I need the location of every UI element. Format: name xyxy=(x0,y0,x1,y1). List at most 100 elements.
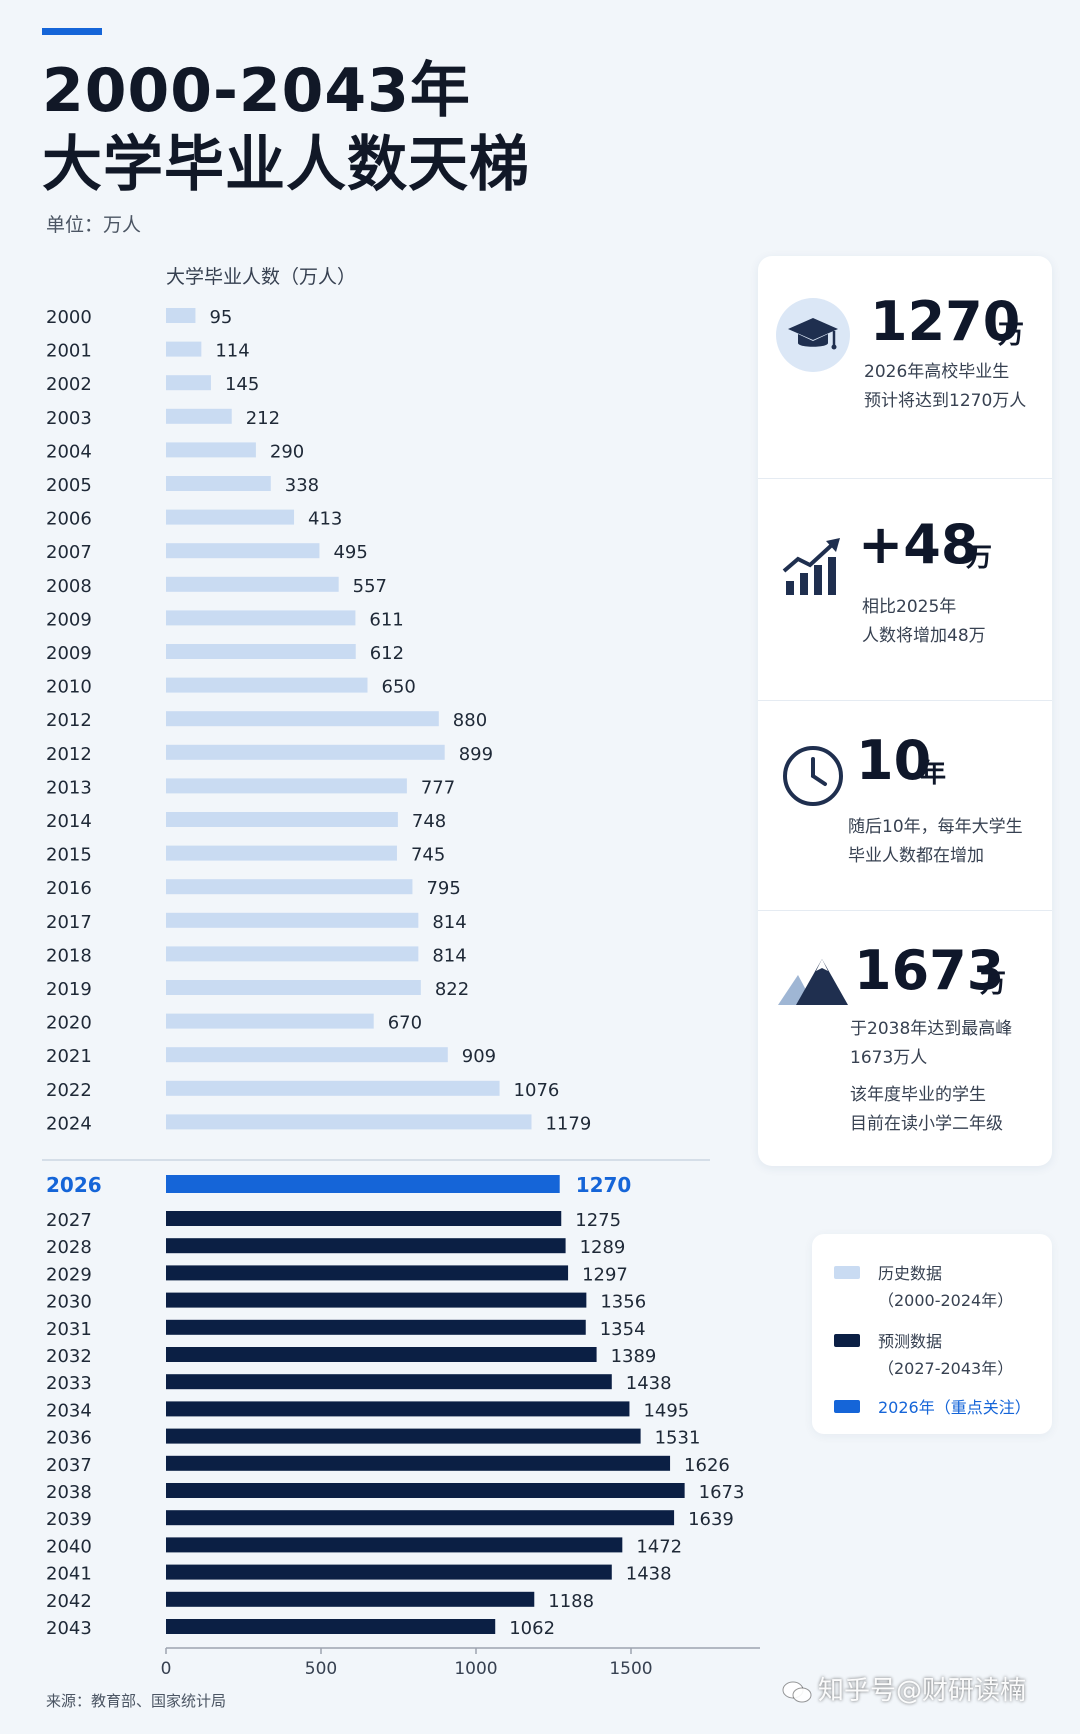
bar-value-label: 909 xyxy=(462,1046,496,1067)
bar-history xyxy=(166,476,271,491)
source-note: 来源：教育部、国家统计局 xyxy=(46,1692,227,1710)
legend-label-line: （2000-2024年） xyxy=(878,1291,1014,1310)
bar-value-label: 899 xyxy=(459,744,493,765)
category-label: 2040 xyxy=(46,1536,92,1557)
bar-value-label: 1062 xyxy=(509,1618,555,1639)
bar-value-label: 95 xyxy=(209,307,232,328)
bar-forecast xyxy=(166,1591,535,1607)
bar-value-label: 795 xyxy=(426,878,460,899)
bar-value-label: 1438 xyxy=(626,1373,672,1394)
category-label: 2030 xyxy=(46,1292,92,1313)
watermark: 知乎号@财研读楠 xyxy=(782,1670,1026,1707)
category-label: 2005 xyxy=(46,475,92,496)
category-label: 2004 xyxy=(46,441,92,462)
stat-line: 人数将增加48万 xyxy=(862,626,986,646)
stat-unit: 万 xyxy=(998,320,1025,350)
x-tick-label: 1500 xyxy=(609,1659,652,1679)
category-label: 2008 xyxy=(46,576,92,597)
bar-value-label: 670 xyxy=(388,1013,422,1034)
bar-value-label: 1188 xyxy=(548,1591,594,1612)
bar-history xyxy=(166,1047,448,1063)
stat-line: 目前在读小学二年级 xyxy=(850,1114,1003,1134)
bar-value-label: 1495 xyxy=(643,1400,689,1421)
stat-unit: 万 xyxy=(980,969,1007,999)
bar-history xyxy=(166,1080,500,1096)
category-label: 2022 xyxy=(46,1080,92,1101)
stat-line: 随后10年，每年大学生 xyxy=(848,817,1023,837)
bar-value-label: 1531 xyxy=(655,1428,701,1449)
bar-forecast xyxy=(166,1428,641,1444)
stat-value: +48 xyxy=(858,513,979,576)
category-label: 2014 xyxy=(46,811,92,832)
bar-value-label: 1289 xyxy=(580,1237,626,1258)
title-accent-line xyxy=(42,28,102,35)
bar-forecast xyxy=(166,1374,612,1390)
category-label: 2039 xyxy=(46,1509,92,1530)
legend-swatch xyxy=(834,1400,860,1413)
category-label: 2012 xyxy=(46,744,92,765)
bar-history xyxy=(166,509,295,525)
bar-forecast xyxy=(166,1319,586,1335)
bar-forecast xyxy=(166,1537,623,1553)
bar-history xyxy=(166,946,419,962)
bar-forecast xyxy=(166,1238,566,1254)
bar-value-label: 338 xyxy=(285,475,319,496)
bar-value-label: 1639 xyxy=(688,1509,734,1530)
category-label: 2028 xyxy=(46,1237,92,1258)
bar-value-label: 814 xyxy=(432,912,466,933)
stat-value: 1270 xyxy=(870,290,1021,353)
stat-line: 预计将达到1270万人 xyxy=(864,391,1027,411)
bar-value-label: 612 xyxy=(370,643,404,664)
bar-history xyxy=(166,543,320,559)
bar-history xyxy=(166,408,232,424)
stat-description: 于2038年达到最高峰 1673万人 该年度毕业的学生 目前在读小学二年级 xyxy=(850,1015,1012,1139)
bar-value-label: 1076 xyxy=(514,1080,560,1101)
legend-label-line: 预测数据 xyxy=(878,1332,943,1351)
stat-description: 相比2025年 人数将增加48万 xyxy=(862,593,986,651)
stat-card-decade: 10 年 随后10年，每年大学生 毕业人数都在增加 xyxy=(758,700,1052,911)
bar-forecast xyxy=(166,1619,496,1634)
legend-label: 2026年（重点关注） xyxy=(878,1398,1031,1417)
category-label: 2033 xyxy=(46,1373,92,1394)
category-label: 2032 xyxy=(46,1346,92,1367)
bar-history xyxy=(166,576,339,592)
category-label: 2026 xyxy=(46,1173,102,1197)
bar-value-label: 814 xyxy=(432,945,466,966)
category-label: 2012 xyxy=(46,710,92,731)
stats-panel: 1270 万 2026年高校毕业生 预计将达到1270万人 +48 万 相比20… xyxy=(758,256,1052,1166)
bar-value-label: 1673 xyxy=(699,1482,745,1503)
bar-forecast xyxy=(166,1401,630,1417)
bar-history xyxy=(166,341,202,357)
bar-value-label: 290 xyxy=(270,441,304,462)
category-label: 2013 xyxy=(46,777,92,798)
category-label: 2020 xyxy=(46,1013,92,1034)
x-tick-label: 1000 xyxy=(454,1659,497,1679)
category-label: 2019 xyxy=(46,979,92,1000)
stat-unit: 万 xyxy=(966,543,993,573)
stat-line: 毕业人数都在增加 xyxy=(848,846,984,866)
category-label: 2002 xyxy=(46,374,92,395)
bar-value-label: 1297 xyxy=(582,1264,628,1285)
category-label: 2036 xyxy=(46,1428,92,1449)
bar-history xyxy=(166,1013,374,1029)
stat-line: 2026年高校毕业生 xyxy=(864,362,1010,382)
bar-value-label: 880 xyxy=(453,710,487,731)
bar-history xyxy=(166,879,413,895)
category-label: 2000 xyxy=(46,307,92,328)
category-label: 2037 xyxy=(46,1455,92,1476)
bar-forecast xyxy=(166,1347,597,1362)
category-label: 2043 xyxy=(46,1618,92,1639)
graduation-cap-icon xyxy=(776,298,850,372)
stat-card-2026: 1270 万 2026年高校毕业生 预计将达到1270万人 xyxy=(758,256,1052,478)
bar-history xyxy=(166,980,421,995)
category-label: 2015 xyxy=(46,845,92,866)
stat-card-peak: 1673 万 于2038年达到最高峰 1673万人 该年度毕业的学生 目前在读小… xyxy=(758,910,1052,1167)
bar-history xyxy=(166,375,211,391)
bar-value-label: 611 xyxy=(369,609,403,630)
bar-history xyxy=(166,442,256,458)
category-label: 2031 xyxy=(46,1319,92,1340)
category-label: 2024 xyxy=(46,1113,92,1134)
x-tick-label: 500 xyxy=(305,1659,337,1679)
bar-forecast xyxy=(166,1455,671,1471)
bar-history xyxy=(166,778,407,794)
